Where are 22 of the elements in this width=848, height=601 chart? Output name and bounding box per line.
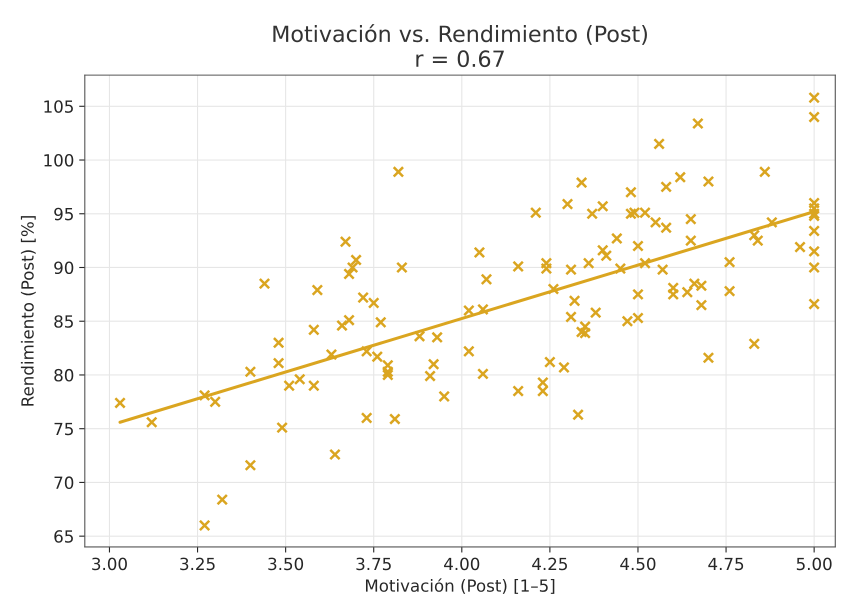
- x-tick-label: 3.75: [356, 558, 391, 570]
- y-tick-label: 85: [54, 315, 73, 328]
- y-tick-label: 80: [54, 368, 74, 382]
- x-tick-label: 3.50: [268, 558, 304, 570]
- x-tick-label: 3.25: [180, 558, 215, 570]
- x-tick-label: 4.50: [620, 558, 656, 570]
- x-tick-label: 4.75: [708, 558, 744, 570]
- y-tick-label: 65: [54, 530, 73, 543]
- chart-title: Motivación vs. Rendimiento (Post): [273, 24, 647, 45]
- chart-subtitle: r = 0.67: [416, 50, 504, 68]
- y-tick-label: 95: [54, 208, 73, 220]
- y-tick-label: 90: [54, 261, 74, 274]
- y-tick-label: 70: [54, 476, 74, 489]
- x-tick-label: 4.25: [532, 558, 567, 570]
- x-tick-label: 4.00: [444, 558, 480, 570]
- x-tick-label: 3.00: [92, 558, 127, 570]
- y-tick-label: 105: [44, 100, 73, 113]
- y-tick-label: 75: [54, 422, 73, 436]
- y-tick-label: 100: [44, 154, 74, 167]
- x-tick-label: 5.00: [796, 558, 832, 570]
- y-axis-title: Rendimiento (Post) [%]: [20, 216, 36, 406]
- x-axis-title: Motivación (Post) [1–5]: [366, 578, 554, 594]
